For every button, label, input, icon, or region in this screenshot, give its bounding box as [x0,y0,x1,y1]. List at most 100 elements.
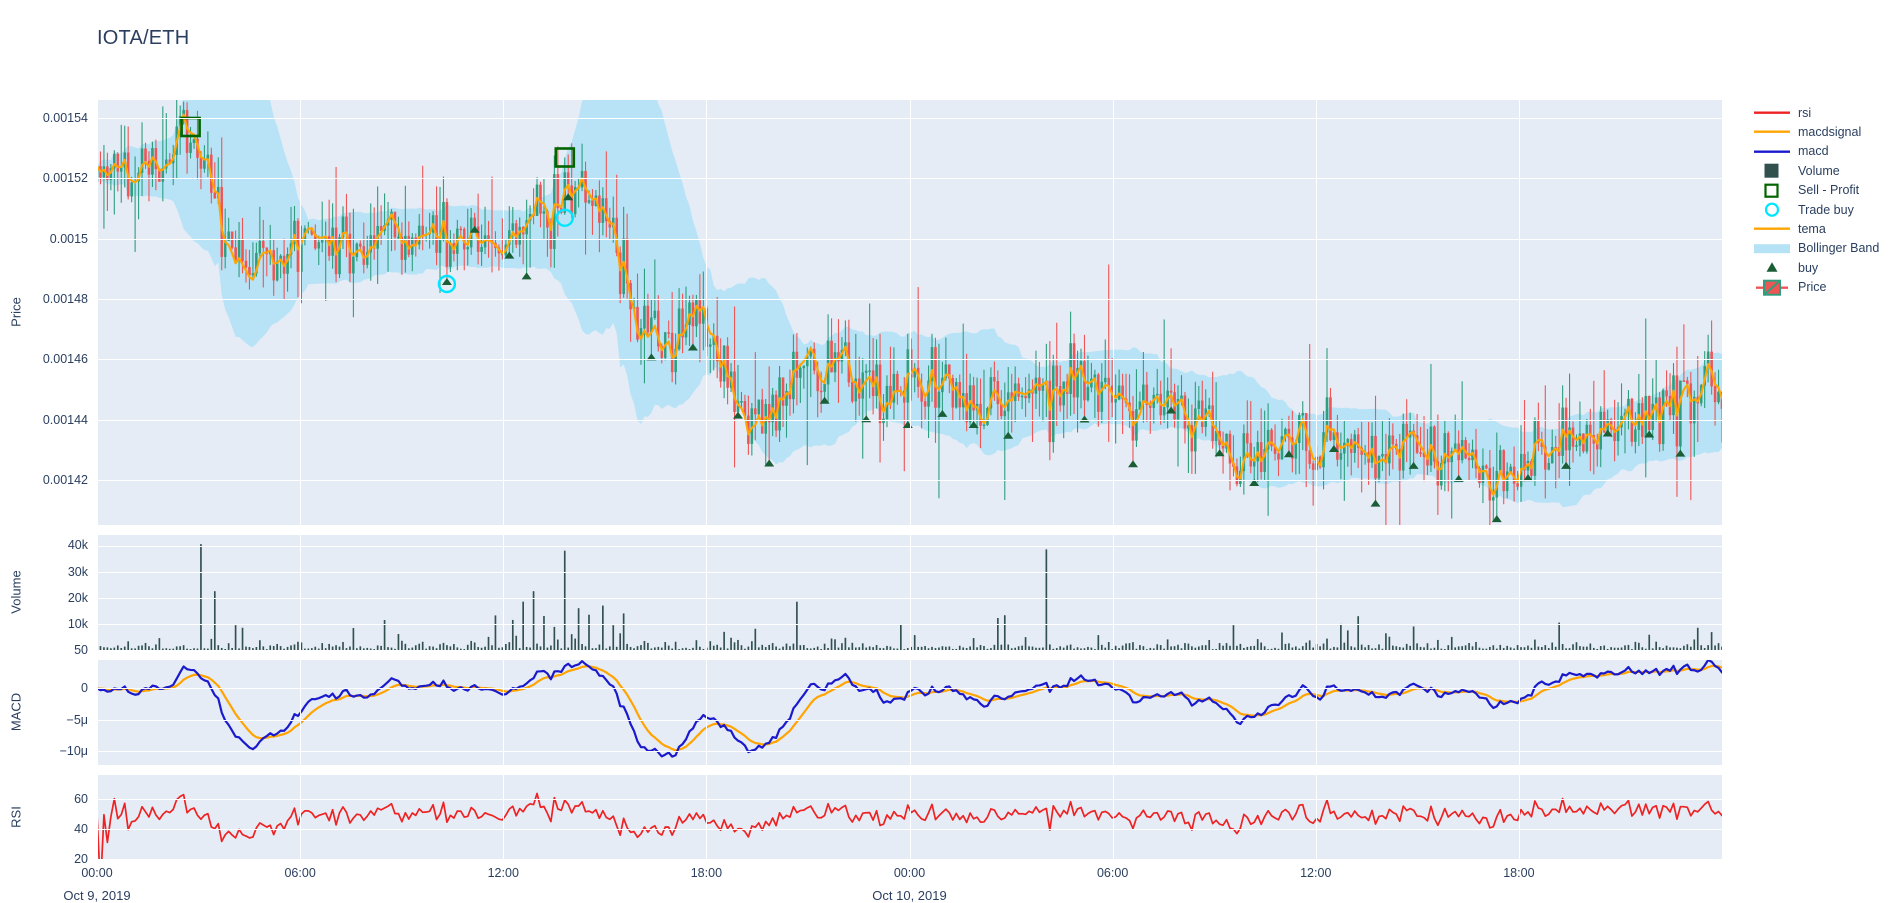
legend: rsi macdsignal macd Volume Sell - Profit Trad… [1752,103,1888,297]
x-axis-date-label: Oct 9, 2019 [63,888,131,903]
legend-item-macd[interactable]: macd [1752,142,1888,161]
volume-y-tick: 30k [67,564,88,579]
legend-label: rsi [1798,105,1812,120]
legend-swatch-square-icon [1752,161,1792,180]
x-axis-tick: 00:00 [893,866,926,880]
volume-subplot [97,535,1722,650]
legend-swatch-line-icon [1752,122,1792,141]
macd-y-tick: 0 [81,681,88,696]
legend-item-sell-profit[interactable]: Sell - Profit [1752,181,1888,200]
legend-label: Volume [1798,163,1840,178]
volume-y-tick: 50 [74,642,88,657]
price-y-tick: 0.00144 [42,412,88,427]
legend-label: Bollinger Band [1798,241,1880,256]
gridline-vertical [300,660,302,765]
price-axis-title: Price [8,297,24,327]
volume-plot-area [97,544,1722,650]
gridline-vertical [706,535,708,650]
gridline-vertical [909,660,911,765]
sell-profit-marker-series [180,116,576,168]
volume-y-tick: 10k [67,616,88,631]
volume-bar-series [97,544,1722,650]
legend-swatch-square-open-icon [1752,181,1792,200]
x-axis-date-label: Oct 10, 2019 [872,888,947,903]
volume-y-tick: 40k [67,538,88,553]
gridline-vertical [503,660,505,765]
price-y-tick: 0.00148 [42,291,88,306]
volume-y-tick: 20k [67,590,88,605]
legend-label: Price [1798,280,1827,295]
x-axis-tick: 12:00 [487,866,519,880]
gridline-vertical [1112,535,1114,650]
price-y-tick: 0.0015 [49,231,88,246]
gridline-vertical [706,660,708,765]
gridline-vertical [97,100,98,525]
legend-label: buy [1798,260,1819,275]
gridline-vertical [1518,535,1520,650]
gridline-vertical [1518,100,1520,525]
gridline-vertical [97,660,98,765]
macd-y-tick: −10μ [59,744,88,759]
x-axis-tick: 00:00 [81,866,113,880]
legend-item-trade-buy[interactable]: Trade buy [1752,200,1888,219]
gridline-vertical [1315,775,1317,860]
gridline-vertical [1112,100,1114,525]
gridline-vertical [503,100,505,525]
legend-label: tema [1798,222,1826,237]
gridline-vertical [97,775,98,860]
legend-item-macdsignal[interactable]: macdsignal [1752,122,1888,141]
gridline-vertical [1315,660,1317,765]
legend-swatch-band-icon [1752,239,1792,258]
gridline-vertical [300,535,302,650]
gridline-vertical [1112,660,1114,765]
x-axis-tick: 12:00 [1300,866,1332,880]
price-y-tick: 0.00152 [42,171,88,186]
gridline-vertical [1518,660,1520,765]
gridline-vertical [1315,100,1317,525]
gridline-vertical [300,100,302,525]
gridline-vertical [503,775,505,860]
legend-label: macd [1798,144,1829,159]
gridline-vertical [300,775,302,860]
x-axis-tick: 06:00 [284,866,316,880]
page-title: IOTA/ETH [97,27,190,49]
legend-item-price[interactable]: Price [1752,278,1888,297]
macd-axis-title: MACD [8,692,24,732]
rsi-axis-title: RSI [8,806,24,828]
legend-label: Trade buy [1798,202,1854,217]
rsi-y-tick: 40 [74,821,88,836]
rsi-y-tick: 20 [74,851,88,866]
volume-axis-title: Volume [8,570,24,614]
price-subplot [97,100,1722,525]
gridline-vertical [1315,535,1317,650]
legend-item-tema[interactable]: tema [1752,219,1888,238]
rsi-y-tick: 60 [74,791,88,806]
legend-swatch-candle-icon [1752,278,1792,297]
legend-item-volume[interactable]: Volume [1752,161,1888,180]
legend-label: macdsignal [1798,125,1862,140]
x-axis-tick: 06:00 [1096,866,1129,880]
legend-swatch-circle-open-icon [1752,200,1792,219]
gridline-vertical [706,775,708,860]
gridline-vertical [706,100,708,525]
legend-swatch-line-icon [1752,219,1792,238]
gridline-vertical [909,535,911,650]
gridline-vertical [97,535,98,650]
price-y-tick: 0.00146 [42,352,88,367]
legend-item-rsi[interactable]: rsi [1752,103,1888,122]
legend-swatch-line-icon [1752,103,1792,122]
legend-item-bollinger-band[interactable]: Bollinger Band [1752,239,1888,258]
legend-swatch-line-icon [1752,142,1792,161]
macd-subplot [97,660,1722,765]
legend-swatch-triangle-icon [1752,258,1792,277]
price-y-tick: 0.00142 [42,472,88,487]
macd-y-tick: −5μ [66,712,88,727]
legend-item-buy[interactable]: buy [1752,258,1888,277]
legend-label: Sell - Profit [1798,183,1860,198]
x-axis-tick: 18:00 [690,866,723,880]
x-axis-tick: 18:00 [1503,866,1535,880]
gridline-vertical [909,775,911,860]
gridline-vertical [503,535,505,650]
gridline-vertical [1518,775,1520,860]
